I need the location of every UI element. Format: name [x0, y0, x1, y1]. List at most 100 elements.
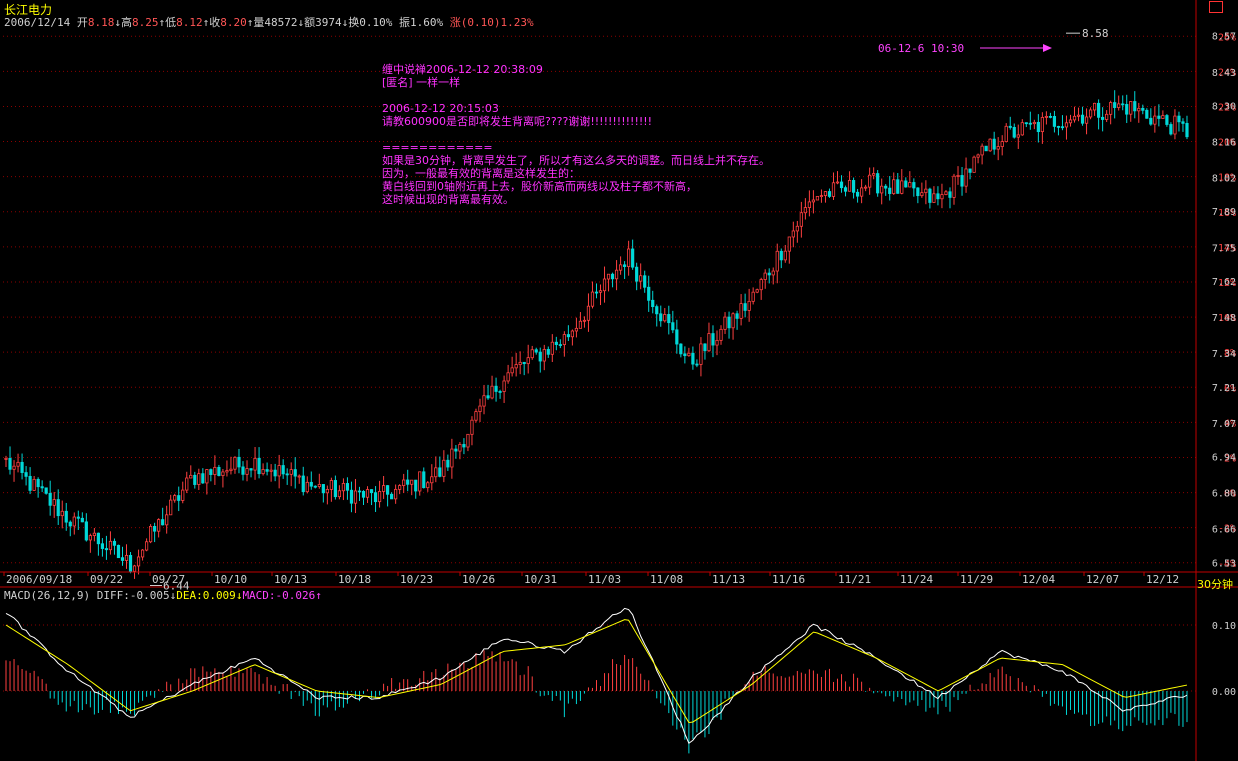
price-tick-label: 8.57	[1212, 32, 1236, 43]
candle-body	[562, 334, 566, 345]
date-tick-label: 11/29	[960, 573, 993, 586]
comment-line: [匿名] 一样一样	[382, 76, 461, 89]
price-tick-label: 7.75	[1212, 243, 1236, 254]
candle-body	[277, 465, 281, 477]
quote-header: 2006/12/14 开8.18↓高8.25↑低8.12↑收8.20↑量4857…	[4, 14, 534, 30]
candle-body	[892, 179, 896, 194]
date-tick-label: 12/12	[1146, 573, 1179, 586]
date-tick-label: 10/10	[214, 573, 247, 586]
pct-tick-label: 18%	[1218, 173, 1236, 184]
comment-line: 2006-12-12 20:15:03	[382, 102, 499, 115]
candle-body	[835, 181, 840, 184]
candle-body	[980, 145, 984, 156]
down-arrow-icon: ↓	[169, 589, 177, 602]
candle-body	[398, 485, 402, 490]
down-arrow-icon: ↓	[235, 589, 243, 602]
candle-body	[209, 469, 213, 475]
candle-body	[221, 471, 225, 476]
candle-body	[534, 349, 538, 353]
candle-body	[904, 180, 908, 188]
candle-body	[1113, 102, 1117, 108]
candle-body	[189, 474, 193, 479]
high-value: 8.25	[131, 16, 159, 29]
candle-body	[623, 264, 627, 267]
candle-body	[767, 272, 771, 276]
candle-body	[100, 543, 105, 549]
candle-body	[699, 343, 703, 365]
candle-body	[365, 489, 370, 498]
candle-body	[193, 474, 197, 485]
down-arrow-icon: ↓	[114, 16, 121, 29]
candle-body	[827, 191, 832, 197]
candle-body	[558, 344, 562, 346]
candle-body	[940, 194, 944, 200]
macd-value: MACD:-0.026	[242, 589, 316, 602]
date-tick-label: 11/16	[772, 573, 805, 586]
candle-body	[1117, 103, 1121, 108]
candle-body	[1169, 124, 1173, 135]
candle-body	[88, 535, 92, 541]
candle-body	[956, 175, 960, 177]
candle-body	[900, 180, 904, 194]
price-tick-label: 6.66	[1212, 525, 1236, 536]
candle-body	[229, 468, 233, 471]
candle-body	[245, 468, 249, 475]
candle-body	[566, 334, 570, 338]
candle-body	[715, 339, 719, 346]
candle-body	[1165, 115, 1169, 125]
quote-date: 2006/12/14	[4, 16, 71, 29]
candle-body	[614, 269, 619, 280]
annotation-arrow-head	[1043, 44, 1052, 52]
candle-body	[751, 291, 755, 302]
candle-body	[522, 361, 526, 365]
candle-body	[32, 478, 36, 491]
date-tick-label: 10/31	[524, 573, 557, 586]
candle-body	[1000, 141, 1004, 147]
candle-body	[1177, 115, 1181, 123]
comment-line: 黄白线回到0轴附近再上去，股价新高而两线以及柱子都不新高，	[382, 180, 697, 193]
period-label[interactable]: 30分钟	[1197, 578, 1233, 591]
candle-body	[759, 279, 763, 291]
pct-tick-label: 20%	[1218, 138, 1236, 149]
candle-body	[618, 264, 623, 271]
price-tick-label: 7.89	[1212, 207, 1236, 218]
diff-line	[5, 607, 1188, 745]
candle-body	[317, 484, 321, 487]
candle-body	[538, 351, 542, 362]
candle-body	[590, 291, 595, 307]
candle-body	[948, 191, 952, 198]
candle-body	[916, 187, 920, 197]
candle-body	[610, 273, 615, 280]
candle-body	[482, 395, 486, 407]
candle-body	[92, 532, 96, 536]
candle-body	[201, 473, 205, 484]
candle-body	[28, 475, 32, 491]
candle-body	[928, 188, 932, 203]
candle-body	[819, 195, 824, 197]
candle-body	[1032, 121, 1036, 125]
candle-body	[510, 367, 514, 374]
candle-body	[851, 180, 856, 193]
candle-body	[169, 499, 173, 516]
candle-body	[1109, 102, 1113, 115]
candle-body	[458, 444, 462, 452]
candle-body	[755, 289, 759, 293]
candle-body	[707, 333, 711, 352]
candle-body	[265, 469, 269, 472]
candle-body	[462, 444, 466, 448]
candle-body	[285, 473, 289, 476]
candle-body	[1157, 115, 1161, 119]
candle-body	[373, 492, 378, 503]
candle-body	[185, 477, 189, 491]
candle-body	[434, 467, 438, 478]
candle-body	[1133, 101, 1137, 112]
candle-body	[530, 349, 534, 359]
candle-body	[731, 313, 735, 329]
candle-body	[880, 185, 884, 194]
candle-body	[976, 154, 980, 158]
restore-window-icon[interactable]	[1209, 1, 1223, 13]
candle-body	[787, 236, 791, 252]
candle-body	[1084, 116, 1089, 124]
candle-body	[321, 484, 325, 494]
